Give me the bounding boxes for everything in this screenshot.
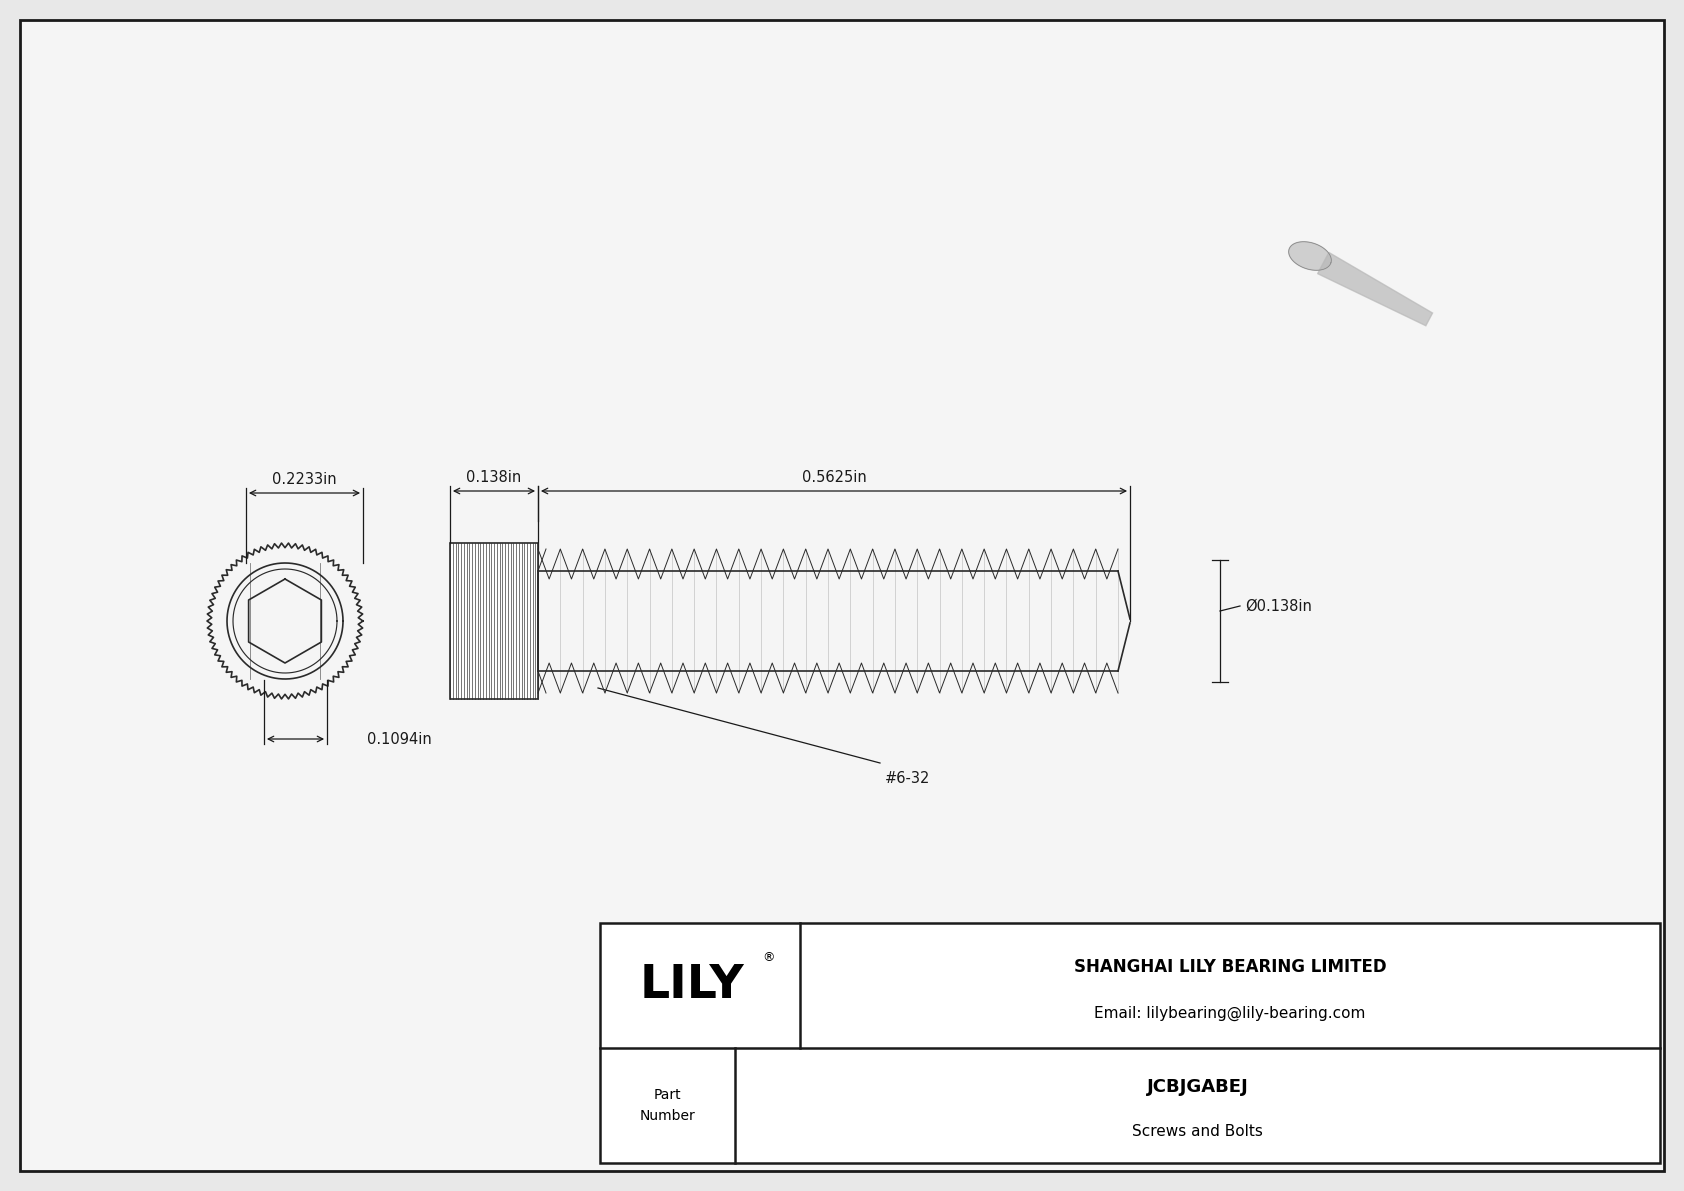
- Polygon shape: [1288, 242, 1332, 270]
- Bar: [450, 543, 537, 699]
- Text: ®: ®: [761, 950, 775, 964]
- Text: Email: lilybearing@lily-bearing.com: Email: lilybearing@lily-bearing.com: [1095, 1005, 1366, 1021]
- Text: LILY: LILY: [640, 964, 744, 1008]
- Text: Part
Number: Part Number: [640, 1089, 695, 1123]
- Text: 0.2233in: 0.2233in: [273, 472, 337, 487]
- Bar: [600, 923, 1660, 1162]
- Text: #6-32: #6-32: [886, 771, 930, 786]
- Text: 0.5625in: 0.5625in: [802, 470, 866, 485]
- Text: Ø0.138in: Ø0.138in: [1244, 599, 1312, 613]
- Text: Screws and Bolts: Screws and Bolts: [1132, 1124, 1263, 1140]
- Text: JCBJGABEJ: JCBJGABEJ: [1147, 1078, 1248, 1096]
- Polygon shape: [1317, 252, 1433, 325]
- Text: 0.1094in: 0.1094in: [367, 731, 431, 747]
- Text: 0.138in: 0.138in: [466, 470, 522, 485]
- Text: SHANGHAI LILY BEARING LIMITED: SHANGHAI LILY BEARING LIMITED: [1074, 958, 1386, 975]
